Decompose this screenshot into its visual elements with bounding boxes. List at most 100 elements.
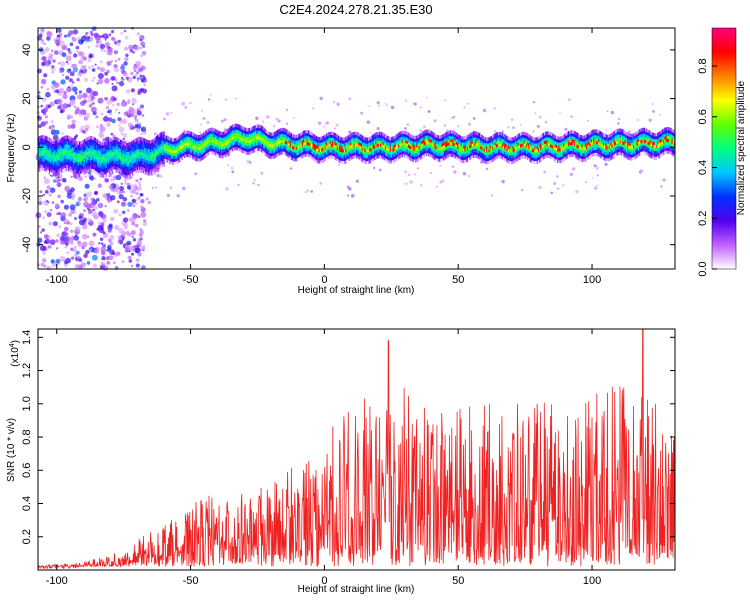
spectrogram-cell xyxy=(415,138,417,142)
spectrogram-cell xyxy=(183,134,186,138)
spectrogram-cell xyxy=(65,164,68,168)
spectrogram-cell xyxy=(353,143,356,147)
spectrogram-cell xyxy=(116,137,118,141)
spectrogram-cell xyxy=(66,135,69,139)
spectrogram-cell xyxy=(65,150,68,154)
spectrogram-cell xyxy=(165,156,168,160)
spectrogram-cell xyxy=(70,160,73,164)
spectrogram-cell xyxy=(156,168,158,172)
spectrogram-cell xyxy=(76,147,79,151)
spectrogram-cell xyxy=(140,163,142,167)
spectrogram-cell xyxy=(360,134,363,139)
spectrogram-cell xyxy=(496,140,499,144)
spectrogram-cell xyxy=(504,154,506,158)
spectrogram-cell xyxy=(370,156,372,160)
spectrogram-cell xyxy=(51,148,53,153)
spectrogram-cell xyxy=(469,156,471,160)
spectrogram-cell xyxy=(434,151,436,155)
spectrogram-cell xyxy=(504,146,506,150)
spectrogram-cell xyxy=(270,138,273,142)
spectrogram-cell xyxy=(423,136,425,140)
spectrogram-speckle xyxy=(71,197,75,201)
spectrogram-cell xyxy=(422,137,424,141)
spectrogram-speckle xyxy=(140,126,147,132)
spectrogram-cell xyxy=(402,139,405,143)
spectrogram-cell xyxy=(81,152,83,156)
spectrogram-cell xyxy=(389,139,392,144)
spectrogram-cell xyxy=(75,155,77,159)
spectrogram-cell xyxy=(477,141,480,145)
spectrogram-cell xyxy=(200,134,203,138)
spectrogram-cell xyxy=(483,148,486,152)
spectrogram-cell xyxy=(191,132,193,136)
spectrogram-cell xyxy=(241,149,244,153)
spectrogram-cell xyxy=(428,138,430,142)
spectrogram-cell xyxy=(152,162,154,166)
spectrogram-speckle xyxy=(151,186,154,189)
spectrogram-cell xyxy=(162,146,164,150)
spectrogram-cell xyxy=(105,170,107,174)
spectrogram-cell xyxy=(209,145,211,149)
spectrogram-cell xyxy=(398,150,400,154)
spectrogram-cell xyxy=(293,152,295,156)
spectrogram-cell xyxy=(198,137,200,142)
spectrogram-cell xyxy=(130,141,133,145)
spectrogram-cell xyxy=(409,154,411,158)
spectrogram-cell xyxy=(94,167,97,171)
spectrogram-cell xyxy=(484,146,487,150)
spectrogram-speckle xyxy=(70,187,75,193)
spectrogram-cell xyxy=(205,136,207,140)
spectrogram-cell xyxy=(380,143,382,147)
spectrogram-cell xyxy=(325,151,328,155)
spectrogram-cell xyxy=(38,168,40,172)
spectrogram-cell xyxy=(95,159,98,163)
spectrogram-cell xyxy=(319,160,322,164)
spectrogram-cell xyxy=(95,171,98,175)
spectrogram-cell xyxy=(299,133,301,137)
spectrogram-cell xyxy=(489,142,492,146)
spectrogram-cell xyxy=(354,146,357,150)
spectrogram-cell xyxy=(346,153,348,157)
spectrogram-speckle xyxy=(93,76,96,80)
spectrogram-speckle xyxy=(99,126,106,132)
spectrogram-cell xyxy=(496,137,499,141)
spectrogram-cell xyxy=(428,147,430,151)
spectrogram-speckle xyxy=(66,86,72,93)
spectrogram-cell xyxy=(300,149,303,153)
spectrogram-cell xyxy=(425,144,428,148)
spectrogram-cell xyxy=(441,158,444,162)
spectrogram-cell xyxy=(122,153,124,157)
spectrogram-cell xyxy=(288,154,291,159)
spectrogram-cell xyxy=(64,150,67,154)
spectrogram-cell xyxy=(253,125,256,129)
spectrogram-cell xyxy=(72,139,75,143)
spectrogram-speckle xyxy=(82,209,86,212)
spectrogram-cell xyxy=(383,139,386,143)
spectrogram-cell xyxy=(166,147,169,151)
spectrogram-cell xyxy=(345,154,347,158)
spectrogram-cell xyxy=(359,154,362,158)
spectrogram-cell xyxy=(375,147,377,151)
spectrogram-speckle xyxy=(511,126,515,130)
spectrogram-cell xyxy=(439,155,441,160)
spectrogram-cell xyxy=(382,135,385,140)
spectrogram-cell xyxy=(462,148,464,152)
spectrogram-cell xyxy=(166,150,169,154)
spectrogram-cell xyxy=(242,126,245,131)
spectrogram-cell xyxy=(237,147,240,151)
spectrogram-cell xyxy=(215,146,217,150)
spectrogram-cell xyxy=(480,154,482,158)
spectrogram-cell xyxy=(282,142,285,146)
spectrogram-cell xyxy=(340,160,342,164)
spectrogram-cell xyxy=(365,146,368,150)
spectrogram-cell xyxy=(498,146,500,150)
spectrogram-cell xyxy=(333,147,335,151)
spectrogram-cell xyxy=(42,135,45,139)
spectrogram-cell xyxy=(145,153,147,157)
spectrogram-cell xyxy=(76,144,79,148)
spectrogram-speckle xyxy=(76,50,79,53)
spectrogram-cell xyxy=(170,143,173,147)
spectrogram-cell xyxy=(268,146,270,150)
spectrogram-speckle xyxy=(114,67,119,73)
spectrogram-cell xyxy=(415,135,417,139)
